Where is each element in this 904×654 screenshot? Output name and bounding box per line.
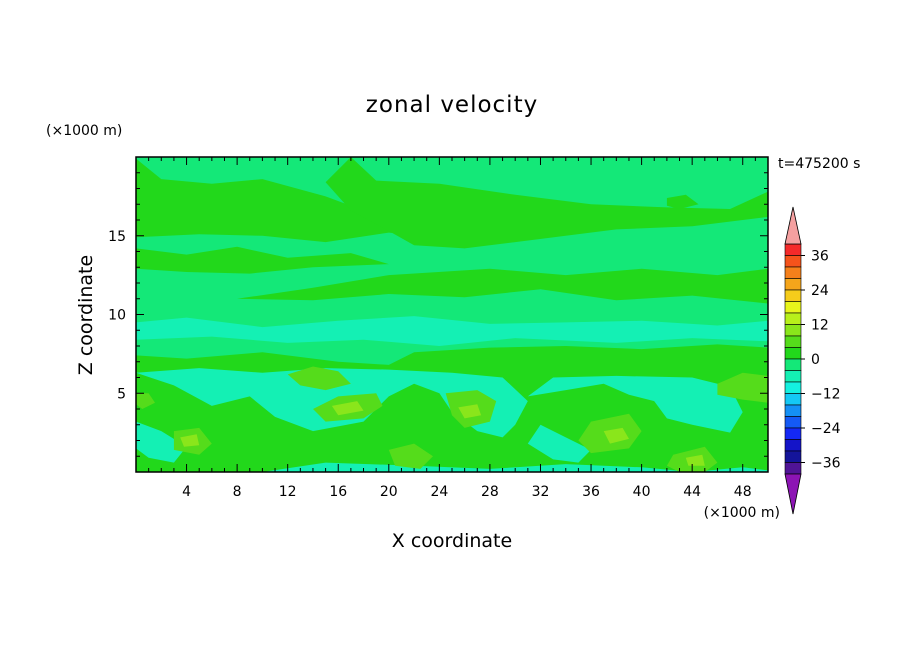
colorbar-level [784,347,802,360]
y-axis-label: Z coordinate [75,255,97,375]
contour-region [136,393,155,409]
x-tick-label: 8 [233,484,242,500]
colorbar-level [784,370,802,383]
contour-region [136,316,768,346]
x-tick-label: 24 [430,484,448,500]
colorbar-tick-label: 24 [811,283,829,299]
contour-region [666,194,699,209]
y-ticks: 5 10 15 [108,172,768,457]
x-tick-label: 16 [329,484,347,500]
colorbar-level [784,439,802,452]
colorbar-tick-label: 0 [811,352,820,368]
colorbar-tick-label: 36 [811,249,829,265]
contour-region [603,427,629,444]
colorbar-level [784,427,802,440]
y-tick-label: 5 [117,386,126,402]
x-tick-label: 44 [683,484,701,500]
colorbar-level [784,358,802,371]
x-tick-label: 12 [279,484,297,500]
contour-region [180,434,200,447]
contour-region [685,454,705,466]
contour-region [717,372,768,403]
contour-region [136,246,389,274]
colorbar-tick-label: −36 [811,456,841,472]
x-axis-label: X coordinate [392,530,512,552]
colorbar-level [784,381,802,394]
contour-region [458,404,482,419]
colorbar-under-arrow [784,473,802,515]
colorbar-tick-label: −24 [811,421,841,437]
x-tick-label: 48 [734,484,752,500]
contour-region [287,366,351,391]
x-tick-label: 40 [633,484,651,500]
colorbar-over-arrow [784,206,802,245]
contour-region [136,421,187,463]
x-tick-label: 32 [532,484,550,500]
colorbar-level [784,404,802,417]
contour-region [136,158,503,243]
contour-field [136,157,768,472]
colorbar-level [784,243,802,256]
colorbar-level [784,312,802,325]
colorbar-level [784,324,802,337]
colorbar-level [784,462,802,475]
colorbar-tick-label: −12 [811,387,841,403]
colorbar-level [784,393,802,406]
contour-region [527,424,591,463]
y-tick-label: 10 [108,308,126,324]
colorbar-level [784,335,802,348]
colorbar-level [784,416,802,429]
x-tick-label: 36 [582,484,600,500]
y-tick-label: 15 [108,229,126,245]
colorbar-tick-label: 12 [811,318,829,334]
contour-region [388,443,433,469]
x-axis-unit: (×1000 m) [704,505,780,521]
x-ticks: 4 8 12 16 20 24 28 32 36 40 44 48 [148,157,756,500]
colorbar-level [784,278,802,291]
contour-region [331,401,364,416]
y-axis-unit: (×1000 m) [46,123,122,139]
contour-region [527,375,743,433]
x-tick-label: 4 [182,484,191,500]
contour-region [237,268,768,304]
x-tick-label: 20 [380,484,398,500]
contour-region [325,157,768,249]
colorbar-level [784,301,802,314]
x-tick-label: 28 [481,484,499,500]
colorbar: 36 24 12 0 −12 −24 −36 [784,206,841,515]
chart-title: zonal velocity [366,92,538,118]
colorbar-level [784,255,802,268]
colorbar-level [784,266,802,279]
time-label: t=475200 s [778,156,860,172]
colorbar-level [784,289,802,302]
colorbar-level [784,450,802,463]
